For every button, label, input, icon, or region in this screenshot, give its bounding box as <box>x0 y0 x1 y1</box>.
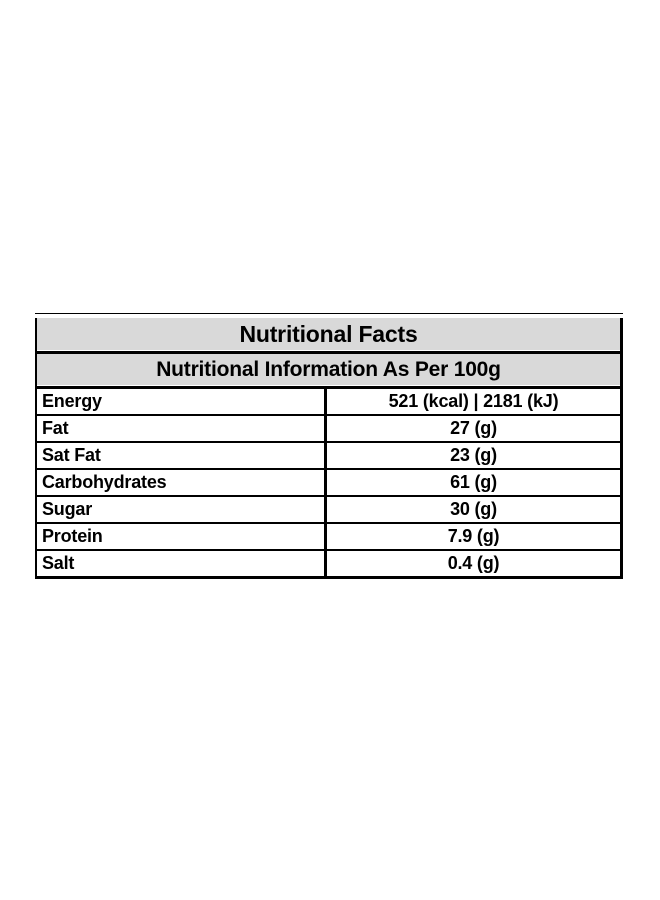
table-row: Energy 521 (kcal) | 2181 (kJ) <box>37 389 620 414</box>
table-row: Salt 0.4 (g) <box>37 549 620 576</box>
nutrient-label: Sat Fat <box>37 443 327 468</box>
table-row: Sugar 30 (g) <box>37 495 620 522</box>
nutrient-label: Protein <box>37 524 327 549</box>
nutrient-value: 7.9 (g) <box>447 526 500 546</box>
nutrient-value: 521 (kcal) | 2181 (kJ) <box>388 391 559 411</box>
nutrient-value: 61 (g) <box>450 472 497 492</box>
table-subtitle: Nutritional Information As Per 100g <box>37 354 620 385</box>
table-top-border <box>35 313 623 314</box>
nutrient-label: Energy <box>37 389 327 414</box>
table-row: Fat 27 (g) <box>37 414 620 441</box>
title-divider <box>37 351 620 354</box>
nutrient-value: 27 (g) <box>450 418 497 438</box>
nutrient-label: Fat <box>37 416 327 441</box>
nutrition-facts-table: Nutritional Facts Nutritional Informatio… <box>35 313 623 579</box>
table-box: Nutritional Facts Nutritional Informatio… <box>35 318 623 579</box>
nutrient-label: Salt <box>37 551 327 576</box>
table-row: Carbohydrates 61 (g) <box>37 468 620 495</box>
nutrient-value: 0.4 (g) <box>447 553 500 573</box>
table-title: Nutritional Facts <box>37 318 620 350</box>
nutrient-label: Carbohydrates <box>37 470 327 495</box>
table-rows: Energy 521 (kcal) | 2181 (kJ) Fat 27 (g)… <box>37 389 620 576</box>
nutrient-label: Sugar <box>37 497 327 522</box>
table-row: Sat Fat 23 (g) <box>37 441 620 468</box>
table-row: Protein 7.9 (g) <box>37 522 620 549</box>
subtitle-divider <box>37 386 620 389</box>
nutrient-value: 23 (g) <box>450 445 497 465</box>
nutrient-value: 30 (g) <box>450 499 497 519</box>
